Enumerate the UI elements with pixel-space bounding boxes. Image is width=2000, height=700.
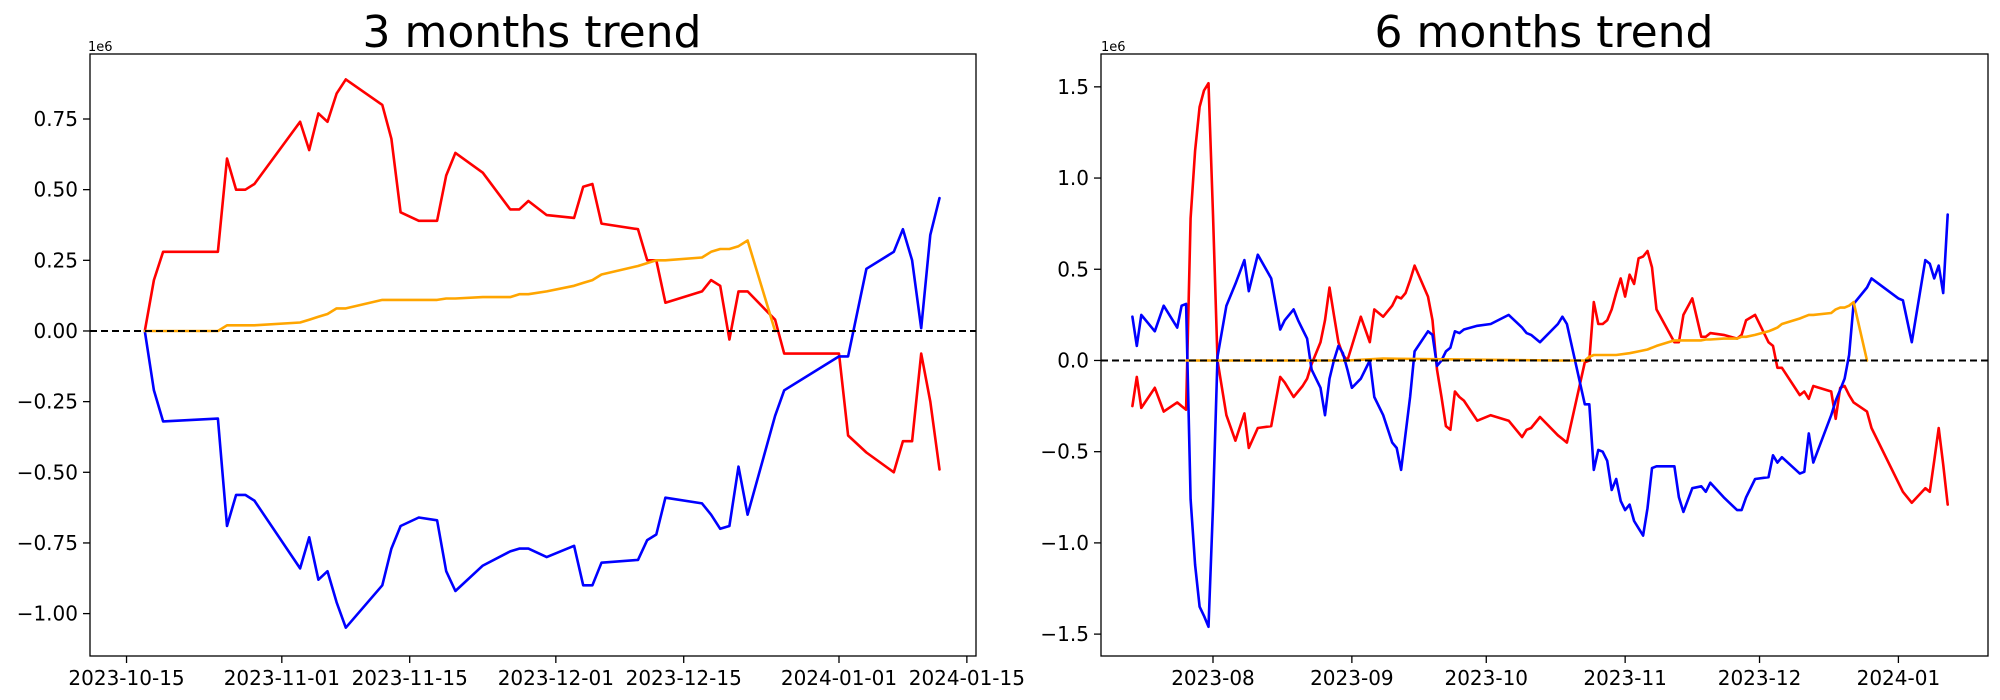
y-tick-label: 1.5 (1057, 75, 1089, 99)
y-tick-label: 0.50 (33, 178, 78, 202)
axes-frame (1100, 53, 1989, 657)
x-tick-label: 2023-09 (1310, 666, 1394, 690)
series-line-1 (143, 196, 941, 630)
y-tick-label: −1.0 (1040, 531, 1089, 555)
y-tick-label: −0.75 (17, 531, 78, 555)
y-scale-label: 1e6 (1101, 40, 1126, 55)
x-tick-label: 2024-01-01 (781, 666, 897, 690)
y-tick-label: 0.0 (1057, 348, 1089, 372)
series-line-2 (1184, 300, 1869, 362)
y-tick-label: −0.25 (17, 390, 78, 414)
series-line-0 (1131, 81, 1949, 506)
x-tick-label: 2023-11 (1583, 666, 1667, 690)
x-tick-label: 2023-11-01 (224, 666, 340, 690)
y-tick-label: 1.0 (1057, 166, 1089, 190)
y-tick-label: 0.75 (33, 107, 78, 131)
y-tick-label: −1.00 (17, 602, 78, 626)
x-tick-label: 2024-01-15 (909, 666, 1025, 690)
y-tick-label: 0.5 (1057, 257, 1089, 281)
y-tick-label: 0.25 (33, 248, 78, 272)
x-tick-label: 2023-11-15 (352, 666, 468, 690)
plot-area: −1.00 −0.75 −0.50 −0.25 0.00 0.25 0.50 0.75 2023… (17, 53, 1025, 690)
x-tick-label: 2023-12-01 (498, 666, 614, 690)
x-tick-label: 2023-10-15 (68, 666, 184, 690)
chart-6-months: 6 months trend 1e6 −1.5 −1.0 −0.5 0.0 0.5 1.0… (1040, 7, 1989, 690)
chart-3-months: 3 months trend 1e6 −1.00 −0.75 −0.50 −0.25 0… (17, 7, 1025, 690)
y-tick-label: 0.00 (33, 319, 78, 343)
series-line-0 (143, 78, 941, 474)
series-line-1 (1131, 213, 1949, 629)
x-tick-label: 2023-12 (1718, 666, 1802, 690)
y-scale-label: 1e6 (88, 40, 113, 55)
y-tick-label: −0.5 (1040, 440, 1089, 464)
plot-area: −1.5 −1.0 −0.5 0.0 0.5 1.0 1.5 2023-08 2023-09 20… (1040, 53, 1989, 690)
chart-title: 3 months trend (363, 7, 702, 58)
chart-title: 6 months trend (1375, 7, 1714, 58)
y-tick-label: −0.50 (17, 460, 78, 484)
series-line-2 (143, 239, 777, 333)
axes-frame (89, 53, 977, 657)
x-tick-label: 2023-08 (1171, 666, 1255, 690)
x-tick-label: 2024-01 (1857, 666, 1941, 690)
y-tick-label: −1.5 (1040, 622, 1089, 646)
x-tick-label: 2023-12-15 (626, 666, 742, 690)
x-tick-label: 2023-10 (1444, 666, 1528, 690)
